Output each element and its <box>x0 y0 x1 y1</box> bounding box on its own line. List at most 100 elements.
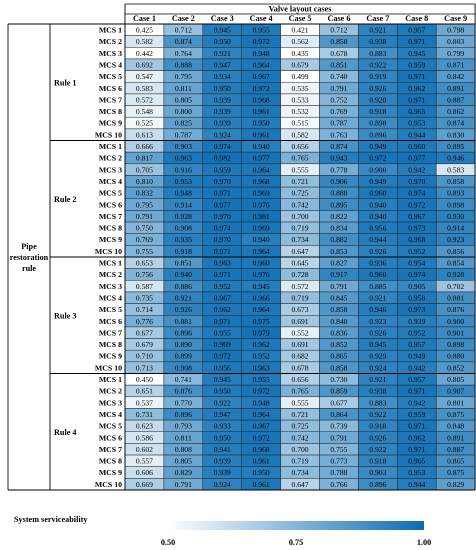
cell-value: 0.971 <box>214 317 231 326</box>
cell-value: 0.964 <box>253 410 270 419</box>
cell-value: 0.969 <box>253 224 270 233</box>
cell-value: 0.891 <box>447 433 464 442</box>
cell-value: 0.776 <box>136 317 153 326</box>
cell-value: 0.756 <box>136 270 153 279</box>
cell-value: 0.858 <box>330 37 347 46</box>
cell-value: 0.677 <box>136 328 153 337</box>
column-header: Case 8 <box>405 14 428 23</box>
colorbar-label: System serviceability <box>14 515 88 524</box>
cell-value: 0.515 <box>292 119 309 128</box>
cell-value: 0.805 <box>175 95 192 104</box>
cell-value: 0.787 <box>330 119 347 128</box>
column-header: Case 7 <box>366 14 389 23</box>
cell-value: 0.875 <box>447 410 464 419</box>
cell-value: 0.713 <box>136 363 153 372</box>
column-header: Case 2 <box>172 14 195 23</box>
cell-value: 0.958 <box>408 293 425 302</box>
cell-value: 0.532 <box>292 107 309 116</box>
cell-value: 0.425 <box>136 26 153 35</box>
cell-value: 0.739 <box>330 422 347 431</box>
cell-value: 0.971 <box>408 37 425 46</box>
mcs-row-label: MCS 9 <box>99 119 122 128</box>
column-group-title: Valve layout cases <box>269 5 332 14</box>
mcs-row-label: MCS 9 <box>99 352 122 361</box>
cell-value: 0.651 <box>136 387 153 396</box>
cell-value: 0.864 <box>330 410 347 419</box>
cell-value: 0.919 <box>369 72 386 81</box>
cell-value: 0.940 <box>175 270 192 279</box>
cell-value: 0.882 <box>330 235 347 244</box>
cell-value: 0.871 <box>447 60 464 69</box>
cell-value: 0.653 <box>136 259 153 268</box>
cell-value: 0.924 <box>214 130 231 139</box>
cell-value: 0.955 <box>214 328 231 337</box>
mcs-row-label: MCS 6 <box>99 200 122 209</box>
cell-value: 0.836 <box>330 328 347 337</box>
cell-value: 0.968 <box>253 177 270 186</box>
column-header: Case 3 <box>211 14 234 23</box>
cell-value: 0.959 <box>214 165 231 174</box>
rule-label: Rule 3 <box>54 311 77 320</box>
cell-value: 0.939 <box>214 107 231 116</box>
cell-value: 0.755 <box>136 247 153 256</box>
cell-value: 0.712 <box>330 26 347 35</box>
mcs-row-label: MCS 7 <box>99 212 122 221</box>
cell-value: 0.970 <box>214 177 231 186</box>
cell-value: 0.946 <box>369 305 386 314</box>
cell-value: 0.799 <box>447 49 464 58</box>
cell-value: 0.938 <box>369 37 386 46</box>
cell-value: 0.853 <box>330 247 347 256</box>
cell-value: 0.948 <box>253 49 270 58</box>
cell-value: 0.928 <box>175 212 192 221</box>
mcs-row-label: MCS 9 <box>99 235 122 244</box>
cell-value: 0.974 <box>214 224 231 233</box>
cell-value: 0.742 <box>292 433 309 442</box>
cell-value: 0.960 <box>369 189 386 198</box>
cell-value: 0.421 <box>292 26 309 35</box>
cell-value: 0.956 <box>214 363 231 372</box>
row-group-title-line: Pipe <box>21 242 37 251</box>
column-header: Case 5 <box>289 14 312 23</box>
mcs-row-label: MCS 4 <box>99 177 122 186</box>
cell-value: 0.922 <box>369 445 386 454</box>
cell-value: 0.950 <box>253 468 270 477</box>
cell-value: 0.965 <box>408 107 425 116</box>
cell-value: 0.922 <box>369 60 386 69</box>
cell-value: 0.535 <box>292 84 309 93</box>
cell-value: 0.825 <box>175 119 192 128</box>
cell-value: 0.888 <box>330 189 347 198</box>
cell-value: 0.969 <box>214 340 231 349</box>
cell-value: 0.945 <box>408 49 425 58</box>
cell-value: 0.763 <box>330 130 347 139</box>
mcs-row-label: MCS 7 <box>99 328 122 337</box>
cell-value: 0.949 <box>369 177 386 186</box>
cell-value: 0.572 <box>292 282 309 291</box>
mcs-row-label: MCS 2 <box>99 154 122 163</box>
cell-value: 0.805 <box>175 457 192 466</box>
cell-value: 0.962 <box>408 433 425 442</box>
cell-value: 0.918 <box>175 247 192 256</box>
cell-value: 0.967 <box>253 72 270 81</box>
cell-value: 0.962 <box>408 84 425 93</box>
mcs-row-label: MCS 6 <box>99 433 122 442</box>
mcs-row-label: MCS 8 <box>99 457 122 466</box>
cell-value: 0.862 <box>447 107 464 116</box>
mcs-row-label: MCS 3 <box>99 398 122 407</box>
cell-value: 0.719 <box>292 457 309 466</box>
mcs-row-label: MCS 3 <box>99 49 122 58</box>
cell-value: 0.971 <box>214 189 231 198</box>
cell-value: 0.525 <box>136 119 153 128</box>
cell-value: 0.926 <box>369 84 386 93</box>
cell-value: 0.765 <box>292 387 309 396</box>
cell-value: 0.830 <box>447 130 464 139</box>
cell-value: 0.770 <box>175 398 192 407</box>
cell-value: 0.974 <box>408 189 425 198</box>
cell-value: 0.928 <box>447 270 464 279</box>
cell-value: 0.533 <box>292 95 309 104</box>
cell-value: 0.957 <box>408 26 425 35</box>
cell-value: 0.921 <box>214 49 231 58</box>
cell-value: 0.548 <box>136 107 153 116</box>
mcs-row-label: MCS 1 <box>99 142 122 151</box>
cell-value: 0.803 <box>447 37 464 46</box>
mcs-row-label: MCS 1 <box>99 26 122 35</box>
